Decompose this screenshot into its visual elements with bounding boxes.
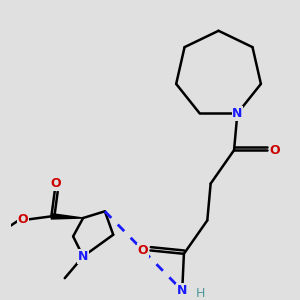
Text: O: O xyxy=(50,177,61,190)
Text: O: O xyxy=(269,144,280,157)
Polygon shape xyxy=(51,214,83,219)
Text: N: N xyxy=(177,284,188,297)
Text: N: N xyxy=(78,250,88,263)
Text: H: H xyxy=(196,287,205,300)
Text: N: N xyxy=(232,107,243,120)
Text: O: O xyxy=(138,244,148,257)
Text: O: O xyxy=(18,212,28,226)
